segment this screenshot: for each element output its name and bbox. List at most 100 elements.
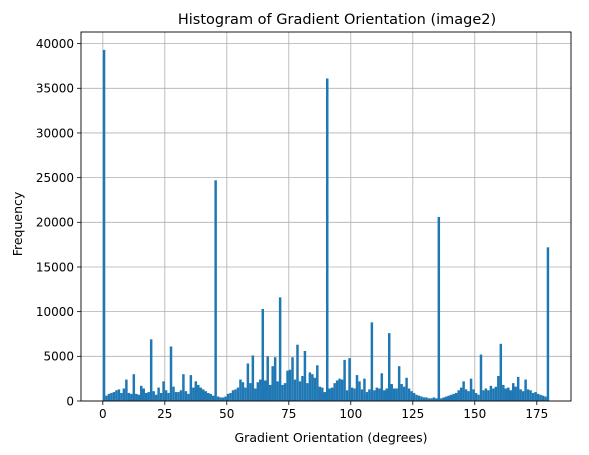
- histogram-bar: [348, 358, 351, 401]
- histogram-bar: [303, 350, 307, 401]
- histogram-bar: [420, 396, 423, 401]
- histogram-bar: [142, 388, 145, 401]
- histogram-bar: [179, 390, 183, 401]
- histogram-bar: [184, 391, 188, 401]
- histogram-bar: [474, 392, 478, 401]
- histogram-bar: [127, 392, 131, 401]
- histogram-bar: [482, 390, 485, 401]
- histogram-bar: [350, 387, 354, 401]
- histogram-bar: [335, 380, 339, 401]
- histogram-bar: [149, 339, 153, 401]
- histogram-bar: [244, 387, 247, 401]
- histogram-bar: [167, 392, 170, 401]
- histogram-bar: [526, 389, 530, 401]
- histogram-bar: [502, 384, 505, 401]
- histogram-bar: [383, 390, 386, 401]
- histogram-bar: [194, 381, 198, 401]
- histogram-bar: [187, 393, 190, 401]
- histogram-bar: [219, 397, 222, 401]
- histogram-bar: [534, 392, 537, 401]
- histogram-bar: [365, 392, 369, 401]
- histogram-bar: [224, 396, 227, 401]
- histogram-bar: [254, 388, 257, 401]
- histogram-bar: [152, 391, 155, 401]
- x-tick-label: 150: [463, 407, 486, 421]
- histogram-bar: [380, 373, 384, 401]
- histogram-bar: [182, 374, 185, 401]
- histogram-bar: [360, 389, 364, 401]
- histogram-bar: [147, 392, 150, 401]
- histogram-bar: [211, 395, 215, 401]
- histogram-bar: [494, 386, 498, 401]
- histogram-bar: [137, 394, 141, 401]
- histogram-bar: [110, 392, 113, 401]
- histogram-bar: [286, 370, 289, 401]
- histogram-bar: [378, 388, 381, 401]
- y-tick-label: 10000: [36, 305, 74, 319]
- histogram-bar: [449, 394, 453, 401]
- histogram-bar: [370, 322, 374, 401]
- histogram-bar: [169, 346, 173, 401]
- histogram-bar: [164, 390, 168, 401]
- histogram-bar: [544, 396, 547, 401]
- histogram-bar: [345, 390, 349, 401]
- histogram-bar: [353, 388, 356, 401]
- plot-frame: [80, 31, 572, 402]
- histogram-bar: [239, 379, 242, 401]
- histogram-bar: [288, 369, 292, 401]
- histogram-bars: [102, 49, 550, 401]
- histogram-bar: [536, 393, 540, 401]
- histogram-bar: [477, 394, 480, 401]
- histogram-bar: [363, 378, 366, 401]
- histogram-bar: [454, 392, 458, 401]
- histogram-bar: [412, 392, 416, 401]
- histogram-bar: [330, 387, 334, 401]
- histogram-bar: [521, 391, 525, 401]
- histogram-bar: [283, 383, 287, 401]
- histogram-bar: [375, 387, 379, 401]
- histogram-bar: [333, 383, 336, 401]
- histogram-bar: [221, 397, 225, 401]
- y-tick-label: 30000: [36, 126, 74, 140]
- histogram-bar: [467, 391, 470, 401]
- histogram-bar: [278, 297, 282, 401]
- histogram-bar: [281, 384, 284, 401]
- histogram-bar: [432, 397, 436, 401]
- histogram-bar: [246, 363, 250, 401]
- histogram-bar: [264, 380, 267, 401]
- histogram-bar: [226, 393, 230, 401]
- y-tick-label: 40000: [36, 37, 74, 51]
- x-tick-label: 25: [157, 407, 172, 421]
- histogram-bar: [338, 378, 341, 401]
- histogram-bar: [202, 389, 205, 401]
- histogram-bar: [395, 388, 398, 401]
- histogram-bar: [514, 386, 517, 401]
- chart-title: Histogram of Gradient Orientation (image…: [178, 12, 496, 28]
- histogram-bar: [172, 386, 175, 401]
- x-tick-label: 100: [339, 407, 362, 421]
- histogram-bar: [435, 398, 438, 401]
- histogram-bar: [271, 366, 274, 401]
- histogram-bar: [122, 388, 126, 401]
- histogram-bar: [273, 357, 277, 401]
- histogram-bar: [256, 382, 260, 401]
- x-axis-ticks: 0 25 50 75 100 125 150 175: [99, 401, 548, 421]
- histogram-bar: [507, 387, 510, 401]
- y-tick-label: 15000: [36, 260, 74, 274]
- histogram-bar: [529, 390, 532, 401]
- x-tick-label: 125: [401, 407, 424, 421]
- histogram-bar: [541, 395, 545, 401]
- histogram-bar: [457, 390, 460, 401]
- histogram-bar: [524, 379, 527, 401]
- histogram-bar: [318, 386, 322, 401]
- histogram-bar: [437, 216, 441, 401]
- histogram-bar: [209, 393, 212, 401]
- histogram-bar: [177, 392, 180, 401]
- histogram-bar: [313, 377, 317, 401]
- histogram-bar: [410, 391, 413, 401]
- histogram-bar: [492, 388, 495, 401]
- histogram-bar: [107, 393, 111, 401]
- histogram-bar: [234, 389, 237, 401]
- histogram-bar: [425, 397, 428, 401]
- histogram-bar: [259, 379, 262, 401]
